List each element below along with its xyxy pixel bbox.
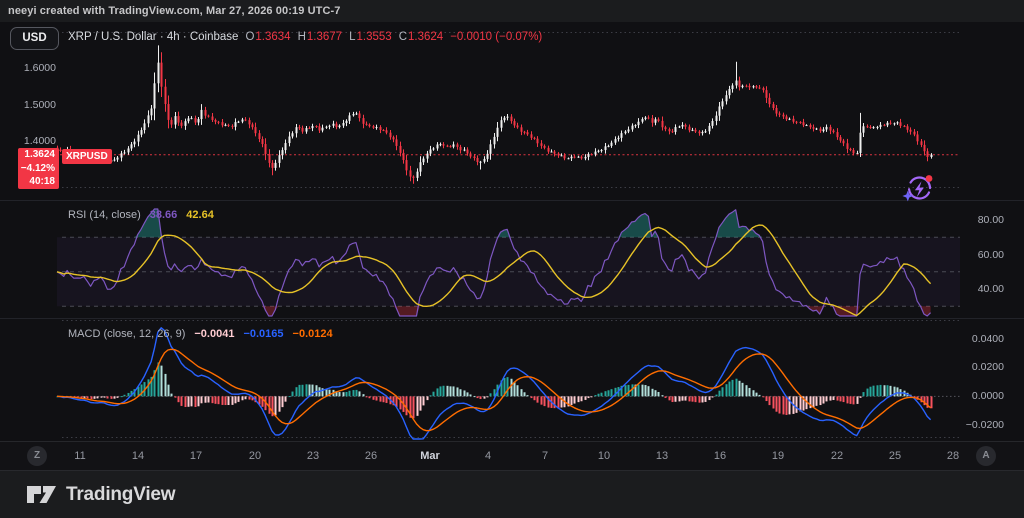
macd-title[interactable]: MACD (close, 12, 26, 9): [68, 328, 186, 340]
attribution-bar: neeyi created with TradingView.com, Mar …: [0, 0, 1024, 22]
symbol-legend: XRP / U.S. Dollar · 4h · Coinbase O 1.363…: [68, 31, 542, 44]
indicator-axis-label: 0.0000: [971, 390, 1004, 402]
ohlc-low: L 1.3553: [349, 31, 392, 43]
time-tick-label: 4: [484, 450, 492, 462]
time-tick-label: 22: [830, 450, 844, 462]
time-tick-label: 28: [946, 450, 960, 462]
time-tick-label: 11: [74, 450, 86, 462]
currency-toggle-button[interactable]: USD: [10, 27, 59, 50]
tradingview-logo-text[interactable]: TradingView: [66, 483, 176, 505]
macd-line-value: −0.0165: [243, 328, 284, 340]
symbol-price-tag: XRPUSD: [62, 149, 112, 164]
ohlc-high: H 1.3677: [297, 31, 343, 43]
time-tick-label: 7: [541, 450, 549, 462]
time-tick-label: 20: [248, 450, 262, 462]
red-dot-icon: [925, 175, 933, 182]
time-axis[interactable]: Z A 11 14 17 20 23 26 Mar 4 7 10 13 16 19 22 25 28: [0, 441, 1024, 470]
tag-price: 1.3624: [24, 149, 55, 160]
time-tick-label: 16: [713, 450, 727, 462]
adjust-badge[interactable]: A: [976, 446, 996, 466]
time-tick-label: 26: [364, 450, 378, 462]
symbol-title[interactable]: XRP / U.S. Dollar · 4h · Coinbase: [68, 31, 239, 43]
time-tick-label: 10: [597, 450, 611, 462]
rsi-value: 38.66: [149, 209, 178, 221]
rsi-plot: [56, 208, 932, 317]
footer-bar: TradingView: [0, 470, 1024, 518]
price-axis-label: 1.6000: [23, 62, 56, 74]
indicator-axis-label: 0.0400: [971, 333, 1004, 345]
macd-hist-value: −0.0041: [194, 328, 235, 340]
time-tick-label: Mar: [420, 450, 440, 462]
indicator-axis-label: −0.0200: [965, 419, 1004, 431]
indicator-axis-label: 60.00: [977, 249, 1004, 261]
time-tick-label: 13: [655, 450, 669, 462]
change-text: −0.0010 (−0.07%): [450, 31, 543, 43]
time-tick-label: 25: [888, 450, 902, 462]
flash-sync-icon[interactable]: [901, 169, 937, 205]
price-axis-label: 1.4000: [23, 135, 56, 147]
rsi-title[interactable]: RSI (14, close): [68, 209, 141, 221]
indicator-axis-label: 40.00: [977, 283, 1004, 295]
macd-plot: [56, 327, 933, 440]
timezone-badge[interactable]: Z: [27, 446, 47, 466]
indicator-axis-label: 0.0200: [971, 361, 1004, 373]
time-tick-label: 23: [306, 450, 320, 462]
macd-signal-value: −0.0124: [292, 328, 333, 340]
price-axis-label: 1.5000: [23, 99, 56, 111]
indicator-axis-label: 80.00: [977, 214, 1004, 226]
time-tick-label: 17: [189, 450, 203, 462]
ohlc-open: O 1.3634: [245, 31, 291, 43]
time-tick-label: 14: [131, 450, 145, 462]
tag-change: −4.12%: [20, 162, 55, 174]
macd-legend: MACD (close, 12, 26, 9) −0.0041 −0.0165 …: [68, 328, 333, 341]
rsi-legend: RSI (14, close) 38.66 42.64: [68, 209, 214, 222]
sparkle-icon: [902, 190, 914, 202]
time-tick-label: 19: [771, 450, 785, 462]
tradingview-logo-icon[interactable]: [26, 484, 57, 505]
last-price-tag: 1.3624 −4.12% 40:18: [18, 148, 59, 189]
lightning-bolt-icon: [914, 181, 924, 198]
candlesticks: [56, 45, 933, 184]
tag-countdown: 40:18: [29, 176, 55, 188]
rsi-ma-value: 42.64: [186, 209, 214, 221]
ohlc-close: C 1.3624: [398, 31, 444, 43]
pane-gridlines: [0, 32, 1024, 438]
attribution-text: neeyi created with TradingView.com, Mar …: [8, 5, 341, 17]
